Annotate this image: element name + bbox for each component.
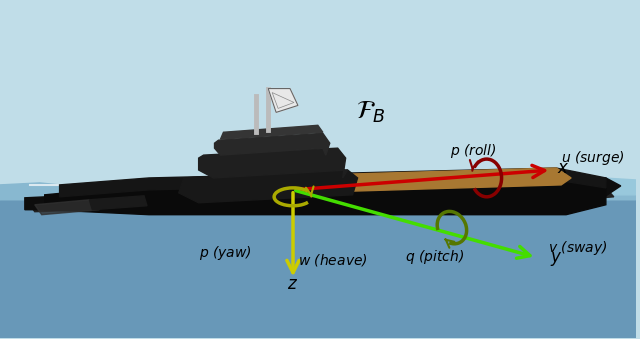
- Polygon shape: [90, 196, 147, 210]
- Polygon shape: [268, 88, 298, 113]
- Text: $v$ (sway): $v$ (sway): [548, 239, 607, 257]
- Polygon shape: [214, 133, 330, 155]
- Polygon shape: [0, 210, 636, 338]
- Text: $y$: $y$: [550, 251, 563, 268]
- Polygon shape: [536, 188, 614, 203]
- Polygon shape: [35, 200, 99, 215]
- Polygon shape: [60, 168, 606, 197]
- Text: $q$ (pitch): $q$ (pitch): [405, 248, 465, 266]
- Polygon shape: [45, 175, 606, 215]
- Polygon shape: [179, 170, 358, 203]
- Text: $u$ (surge): $u$ (surge): [561, 149, 625, 167]
- Polygon shape: [0, 182, 636, 200]
- Polygon shape: [214, 168, 571, 195]
- Polygon shape: [221, 125, 323, 139]
- Polygon shape: [30, 200, 144, 212]
- Polygon shape: [427, 177, 636, 195]
- Text: $p$ (yaw): $p$ (yaw): [198, 244, 252, 262]
- Polygon shape: [25, 193, 144, 210]
- Text: $x$: $x$: [557, 159, 570, 177]
- Text: $z$: $z$: [287, 275, 298, 293]
- Polygon shape: [198, 148, 348, 178]
- Text: $p$ (roll): $p$ (roll): [450, 142, 497, 160]
- Polygon shape: [0, 200, 636, 338]
- Text: $w$ (heave): $w$ (heave): [298, 252, 368, 268]
- Polygon shape: [506, 178, 621, 200]
- Text: $\mathcal{F}_B$: $\mathcal{F}_B$: [356, 99, 385, 124]
